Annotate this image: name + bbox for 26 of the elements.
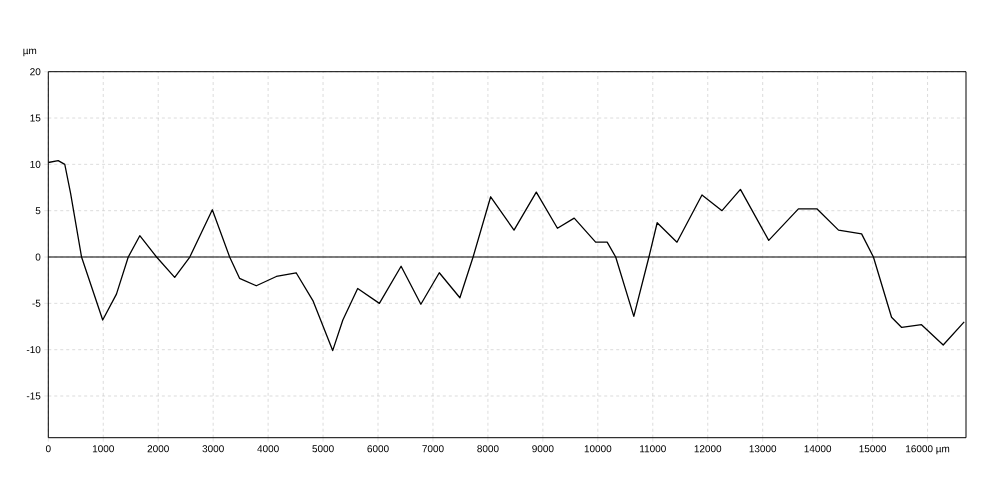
x-tick-label: 9000 bbox=[532, 445, 554, 453]
x-tick-label: 10000 bbox=[584, 445, 612, 453]
x-tick-label: 7000 bbox=[422, 445, 444, 453]
x-tick-label: 12000 bbox=[694, 445, 722, 453]
y-tick-label: -15 bbox=[26, 392, 41, 400]
x-tick-label: 8000 bbox=[477, 445, 499, 453]
y-tick-label: 20 bbox=[30, 68, 41, 76]
y-tick-label: -10 bbox=[26, 346, 41, 354]
x-tick-label: 16000 µm bbox=[906, 445, 950, 455]
y-axis-title: µm bbox=[23, 48, 37, 57]
x-tick-label: 5000 bbox=[312, 445, 334, 453]
y-tick-label: -5 bbox=[32, 299, 41, 307]
x-tick-label: 6000 bbox=[367, 445, 389, 453]
x-tick-label: 14000 bbox=[804, 445, 832, 453]
x-tick-label: 3000 bbox=[202, 445, 224, 453]
x-tick-label: 4000 bbox=[257, 445, 279, 453]
y-tick-label: 0 bbox=[35, 253, 41, 261]
x-tick-label: 2000 bbox=[147, 445, 169, 453]
y-tick-label: 15 bbox=[30, 114, 41, 122]
x-tick-label: 11000 bbox=[640, 445, 666, 453]
x-tick-label: 13000 bbox=[749, 445, 777, 453]
x-tick-label: 15000 bbox=[859, 445, 887, 453]
y-tick-label: 10 bbox=[30, 160, 41, 168]
y-tick-label: 5 bbox=[35, 207, 41, 215]
x-tick-label: 1000 bbox=[92, 445, 114, 453]
x-tick-label: 0 bbox=[45, 445, 51, 453]
